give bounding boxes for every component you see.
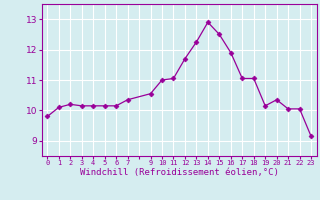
X-axis label: Windchill (Refroidissement éolien,°C): Windchill (Refroidissement éolien,°C) xyxy=(80,168,279,177)
